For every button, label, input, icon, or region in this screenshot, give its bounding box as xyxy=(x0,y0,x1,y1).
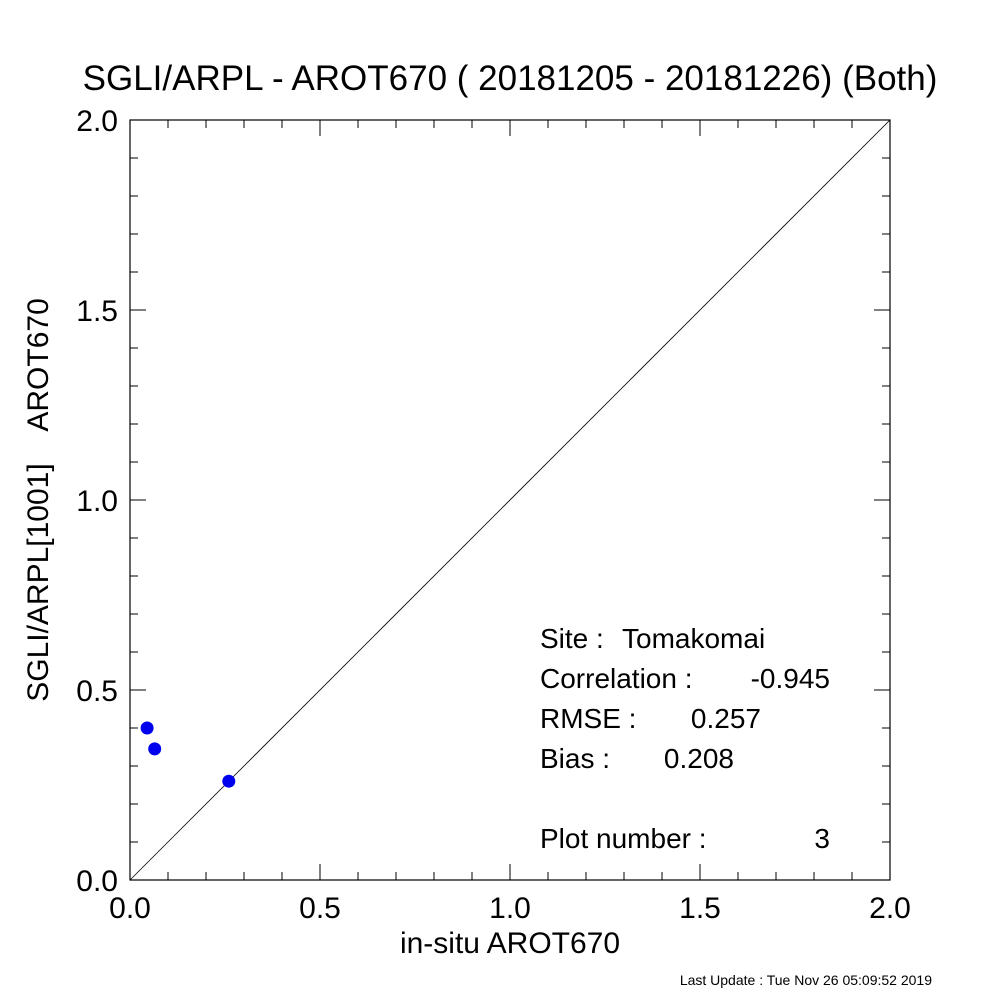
last-update-footer: Last Update : Tue Nov 26 05:09:52 2019 xyxy=(680,972,932,988)
data-points xyxy=(140,721,236,788)
stat-rmse-label: RMSE : xyxy=(540,703,636,734)
y-axis-label: SGLI/ARPL[1001] AROT670 xyxy=(22,298,55,702)
x-tick-label: 1.0 xyxy=(489,892,531,925)
x-tick-label: 2.0 xyxy=(869,892,911,925)
chart-title: SGLI/ARPL - AROT670 ( 20181205 - 2018122… xyxy=(83,59,938,98)
stat-rmse-value: 0.257 xyxy=(691,703,761,734)
stats-box: Site : Tomakomai Correlation : -0.945 RM… xyxy=(540,623,830,854)
x-tick-label: 1.5 xyxy=(679,892,721,925)
stat-bias-label: Bias : xyxy=(540,743,610,774)
stat-plot-number-value: 3 xyxy=(814,823,830,854)
y-tick-label: 1.0 xyxy=(76,485,118,518)
x-axis-label: in-situ AROT670 xyxy=(400,927,620,960)
y-tick-labels: 0.0 0.5 1.0 1.5 2.0 xyxy=(76,105,118,898)
stat-site-value: Tomakomai xyxy=(622,623,765,654)
stat-bias-value: 0.208 xyxy=(664,743,734,774)
stat-correlation-value: -0.945 xyxy=(751,663,830,694)
y-tick-label: 0.5 xyxy=(76,675,118,708)
stat-correlation-label: Correlation : xyxy=(540,663,693,694)
stat-plot-number-label: Plot number : xyxy=(540,823,707,854)
x-tick-label: 0.0 xyxy=(109,892,151,925)
data-point xyxy=(222,774,236,788)
axis-ticks xyxy=(129,119,891,881)
x-tick-labels: 0.0 0.5 1.0 1.5 2.0 xyxy=(109,892,911,925)
x-tick-label: 0.5 xyxy=(299,892,341,925)
y-tick-label: 0.0 xyxy=(76,865,118,898)
y-tick-label: 1.5 xyxy=(76,295,118,328)
stat-site-label: Site : xyxy=(540,623,604,654)
data-point xyxy=(148,742,162,756)
y-tick-label: 2.0 xyxy=(76,105,118,138)
data-point xyxy=(140,721,154,735)
one-to-one-line xyxy=(129,119,891,881)
